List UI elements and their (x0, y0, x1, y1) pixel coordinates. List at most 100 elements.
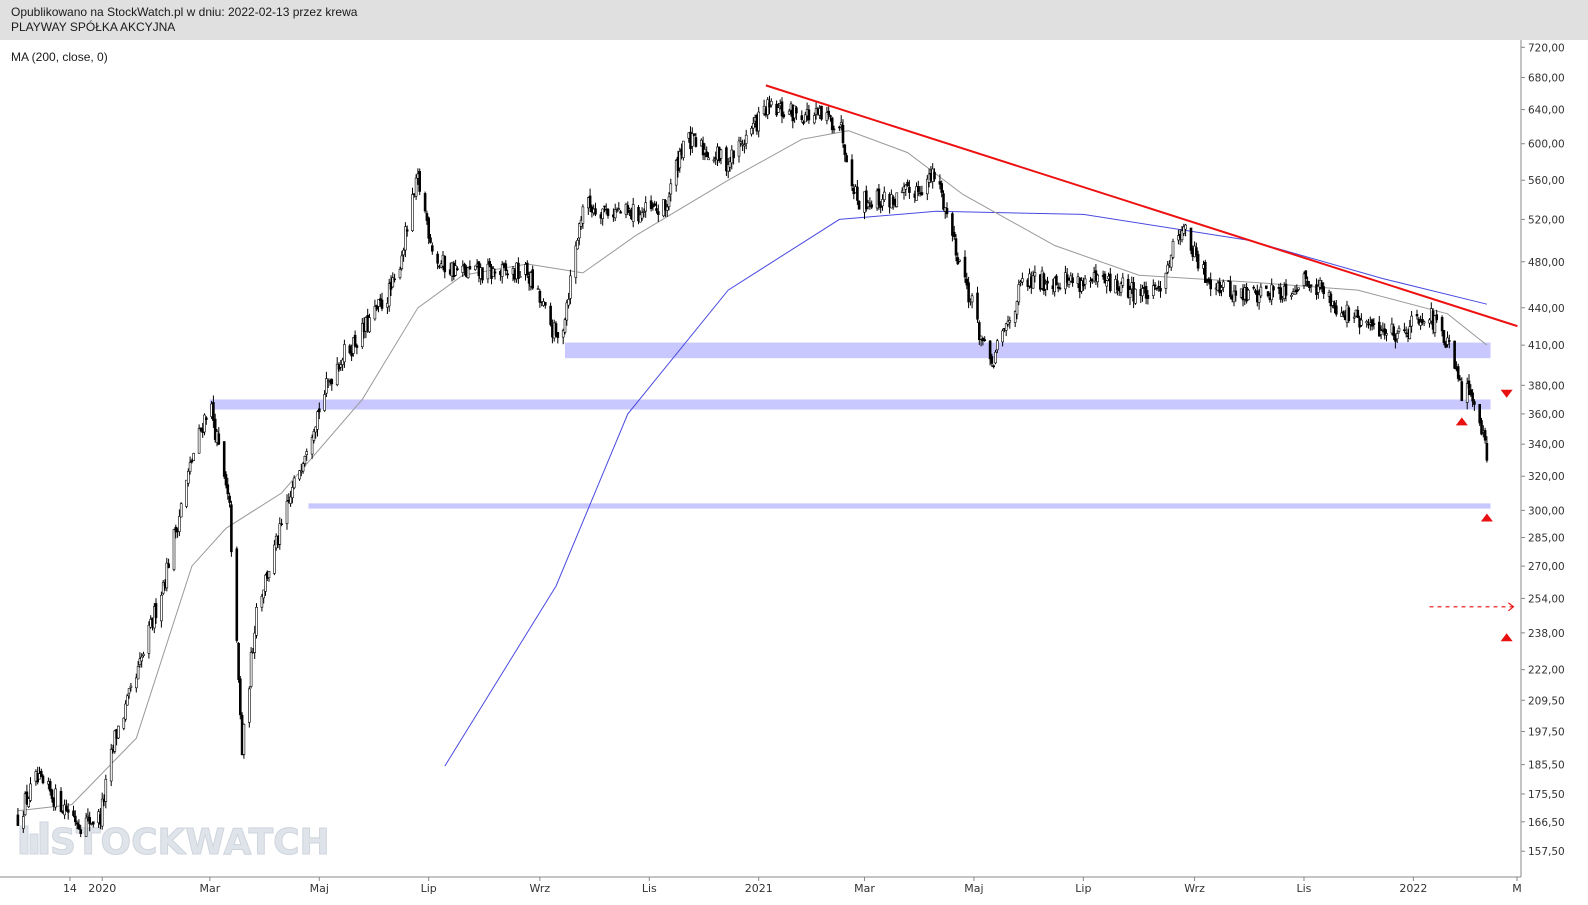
candle (827, 105, 831, 120)
candle (1046, 276, 1049, 291)
x-tick-label: Mar (854, 882, 875, 895)
candle (669, 178, 673, 202)
y-tick-label: 480,00 (1528, 257, 1565, 269)
triangle-marker-up (1455, 417, 1468, 426)
candle (1180, 226, 1184, 243)
candle (27, 796, 31, 808)
candle (454, 259, 457, 277)
candle (129, 683, 133, 692)
candle (1134, 288, 1137, 305)
candle (870, 200, 874, 210)
candle (1356, 306, 1360, 318)
candle (316, 410, 319, 437)
candle (807, 104, 811, 124)
y-tick-label: 185,50 (1528, 760, 1565, 772)
candle (249, 647, 253, 689)
candle (1021, 272, 1024, 286)
candle (260, 594, 264, 612)
candle (664, 199, 667, 217)
candle (235, 546, 239, 643)
y-tick-label: 254,00 (1528, 593, 1565, 605)
candle (1458, 375, 1462, 382)
candle (954, 234, 958, 262)
candle (995, 338, 999, 354)
candle (1335, 300, 1338, 317)
candle (845, 152, 848, 163)
candle (640, 207, 644, 221)
candle (273, 539, 276, 576)
company-name: PLAYWAY SPÓŁKA AKCYJNA (11, 20, 176, 34)
candle (795, 106, 798, 120)
candle (1071, 273, 1074, 287)
candle (601, 208, 605, 226)
candle (48, 778, 52, 796)
candle (1352, 312, 1356, 323)
candle (637, 205, 640, 225)
candle (468, 260, 472, 270)
candle (380, 292, 384, 312)
candle (317, 402, 321, 420)
candle (1144, 281, 1148, 305)
candle (226, 477, 230, 500)
candle (606, 208, 610, 219)
candle (1196, 250, 1200, 272)
x-tick-label: Lis (642, 882, 657, 895)
candle (1159, 281, 1162, 298)
candle (556, 331, 560, 344)
candle (812, 112, 816, 125)
candle (224, 471, 228, 489)
candle (916, 180, 920, 197)
candle (425, 210, 429, 225)
candle (707, 152, 710, 161)
candle (343, 339, 346, 368)
candle (1333, 300, 1336, 314)
triangle-marker-up (1480, 513, 1493, 522)
candle (977, 320, 981, 345)
candle (298, 470, 301, 481)
candle (802, 120, 805, 126)
candle (100, 792, 104, 830)
y-tick-label: 520,00 (1528, 214, 1565, 226)
candle (1109, 267, 1112, 293)
candle (92, 821, 95, 828)
candle (197, 424, 201, 454)
candle (1001, 328, 1004, 347)
candle (1485, 436, 1489, 463)
candle (1322, 282, 1325, 299)
candle (393, 273, 396, 283)
candle (1320, 279, 1324, 293)
candle (473, 265, 477, 271)
candle (402, 247, 405, 262)
candle (237, 642, 240, 683)
y-tick-label: 560,00 (1528, 175, 1565, 187)
candle (1270, 278, 1273, 306)
candle (1378, 315, 1381, 337)
candle (1317, 279, 1320, 299)
candle (841, 119, 845, 148)
candle (780, 97, 784, 124)
y-tick-label: 720,00 (1528, 42, 1565, 54)
y-tick-label: 320,00 (1528, 471, 1565, 483)
candle (617, 202, 621, 211)
candle (656, 204, 660, 222)
x-tick-label: Wrz (530, 882, 551, 895)
candle (267, 570, 271, 582)
candle (136, 661, 140, 680)
y-tick-label: 340,00 (1528, 439, 1565, 451)
candle (839, 115, 843, 131)
candle (1408, 320, 1412, 340)
candle (891, 195, 895, 210)
candle (1229, 275, 1232, 300)
candle (694, 133, 698, 148)
candle (1480, 417, 1483, 436)
candle (1252, 285, 1255, 291)
candle (518, 271, 522, 278)
y-tick-label: 600,00 (1528, 139, 1565, 151)
candle (1360, 313, 1363, 327)
candle (310, 434, 314, 459)
candle (895, 192, 899, 208)
candle (1342, 310, 1345, 318)
candle (188, 456, 192, 475)
candle (881, 194, 884, 211)
candle (29, 777, 32, 803)
